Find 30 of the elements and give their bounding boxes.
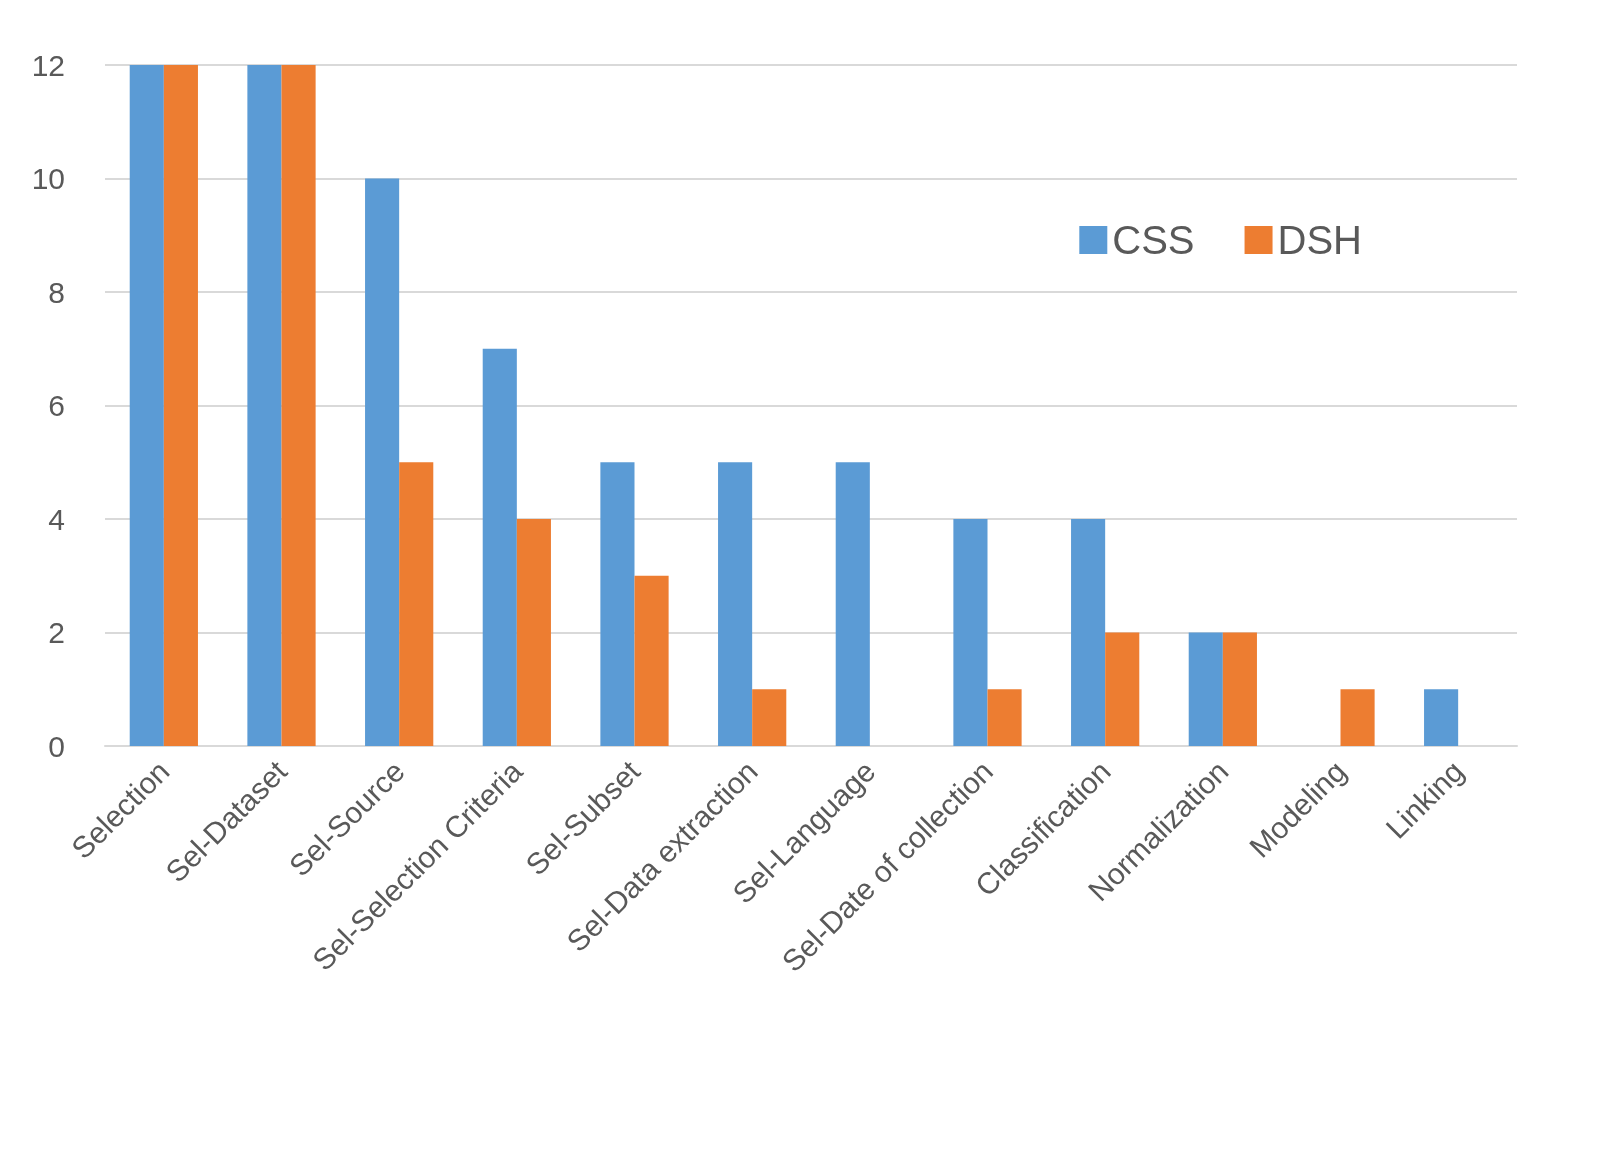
y-tick-label: 0 xyxy=(48,729,65,763)
bar xyxy=(1424,689,1459,746)
bar xyxy=(1105,632,1140,746)
bar xyxy=(247,65,282,746)
y-tick-label: 6 xyxy=(48,389,65,422)
bar xyxy=(365,178,400,746)
bar xyxy=(953,519,988,746)
bar xyxy=(1340,689,1375,746)
bar xyxy=(835,462,870,746)
bar xyxy=(634,575,669,746)
y-tick-label: 8 xyxy=(48,275,65,309)
bar xyxy=(516,519,551,746)
y-tick-label: 2 xyxy=(48,616,65,649)
y-tick-label: 10 xyxy=(31,162,65,195)
bar xyxy=(163,65,198,746)
bar xyxy=(129,65,164,746)
y-tick-label: 12 xyxy=(31,48,65,82)
bar xyxy=(718,462,753,746)
bar xyxy=(600,462,635,746)
bar xyxy=(1222,632,1257,746)
bar xyxy=(1188,632,1223,746)
legend-label: DSH xyxy=(1277,218,1362,262)
y-tick-label: 4 xyxy=(48,502,65,536)
legend-label: CSS xyxy=(1112,218,1195,262)
bar xyxy=(752,689,787,746)
bar xyxy=(987,689,1022,746)
bar xyxy=(1071,519,1106,746)
bar xyxy=(281,65,316,746)
bar xyxy=(399,462,434,746)
bar xyxy=(482,348,517,746)
